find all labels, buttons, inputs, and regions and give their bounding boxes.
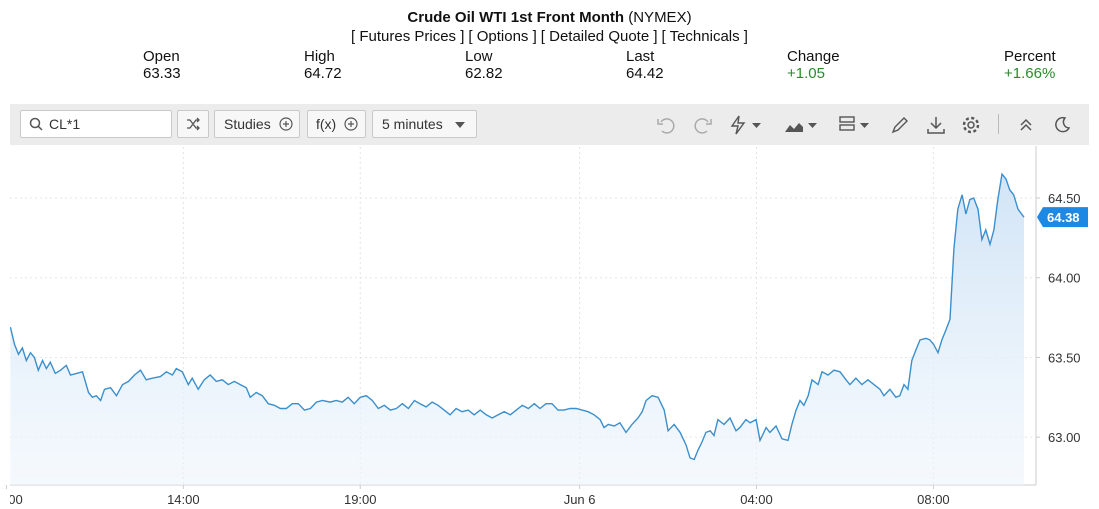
x-tick-label: Jun 6	[564, 492, 596, 507]
quote-label: Open	[143, 48, 180, 65]
quote-field: Change +1.05	[787, 48, 840, 82]
quote-label: High	[304, 48, 335, 65]
plot	[10, 172, 1025, 485]
quote-field: Open 63.33	[143, 48, 181, 82]
price-line	[10, 172, 1025, 461]
toolbar-divider	[998, 114, 999, 134]
quote-label: Percent	[1004, 48, 1056, 65]
last-price-label: 64.38	[1047, 210, 1080, 225]
link[interactable]: [ Futures Prices ]	[351, 28, 465, 45]
search-icon	[29, 117, 43, 131]
symbol-search[interactable]: CL*1	[20, 110, 172, 138]
quote-label: Low	[465, 48, 493, 65]
quote-links: [ Futures Prices ][ Options ][ Detailed …	[0, 28, 1099, 45]
quote-value: 63.33	[143, 65, 181, 82]
link[interactable]: [ Options ]	[468, 28, 537, 45]
quote-label: Last	[626, 48, 655, 65]
add-icon	[344, 117, 358, 131]
symbol-text: CL*1	[49, 116, 81, 132]
y-tick-label: 63.00	[1048, 430, 1081, 445]
x-tick-label: 14:00	[167, 492, 200, 507]
quote-label: Change	[787, 48, 840, 65]
collapse-icon[interactable]	[1015, 114, 1037, 136]
quote-value: 64.42	[626, 65, 664, 82]
quote-value: +1.66%	[1004, 65, 1056, 82]
quote-value: 62.82	[465, 65, 503, 82]
link[interactable]: [ Technicals ]	[661, 28, 748, 45]
settings-icon[interactable]	[960, 114, 982, 136]
quote-value: +1.05	[787, 65, 825, 82]
shuffle-icon	[187, 117, 200, 131]
dropdown-arrow	[455, 122, 465, 128]
quote-field: Percent +1.66%	[1004, 48, 1056, 82]
x-tick-label: 19:00	[344, 492, 377, 507]
x-tick-label: 08:00	[917, 492, 950, 507]
layout-icon[interactable]	[838, 114, 874, 136]
download-icon[interactable]	[925, 114, 947, 136]
quote-value: 64.72	[304, 65, 342, 82]
button-label: f(x)	[316, 116, 337, 132]
draw-icon[interactable]	[889, 114, 911, 136]
chart-toolbar: CL*1 Studies f(x) 5 minutes	[10, 104, 1089, 145]
y-tick-label: 64.50	[1048, 191, 1081, 206]
x-tick-label: 09:00	[0, 492, 23, 507]
button-label: Studies	[224, 116, 271, 132]
last-price-badge	[1037, 207, 1088, 228]
area-fill	[10, 174, 1024, 485]
redo-icon[interactable]	[692, 114, 714, 136]
exchange: (NYMEX)	[628, 9, 692, 26]
chart-type-icon[interactable]	[783, 114, 821, 136]
quote-field: Last 64.42	[626, 48, 664, 82]
instrument-name: Crude Oil WTI 1st Front Month	[407, 9, 625, 26]
link[interactable]: [ Detailed Quote ]	[540, 28, 658, 45]
compare-button[interactable]	[177, 110, 209, 138]
theme-icon[interactable]	[1051, 114, 1073, 136]
quote-field: Low 62.82	[465, 48, 503, 82]
quote-field: High 64.72	[304, 48, 342, 82]
undo-icon[interactable]	[655, 114, 677, 136]
x-tick-label: 04:00	[740, 492, 773, 507]
interval-button[interactable]: 5 minutes	[372, 110, 477, 138]
chart-header-title: Crude Oil WTI 1st Front Month (NYMEX)	[0, 9, 1099, 26]
events-icon[interactable]	[728, 114, 764, 136]
y-tick-label: 63.50	[1048, 350, 1081, 365]
button-label: 5 minutes	[382, 116, 443, 132]
studies-button[interactable]: Studies	[214, 110, 300, 138]
x-tick-labels: 09:00 14:00 19:00 Jun 6 04:00 08:00	[0, 492, 950, 507]
add-icon	[279, 117, 293, 131]
fx-button[interactable]: f(x)	[307, 110, 366, 138]
y-tick-label: 64.00	[1048, 271, 1081, 286]
